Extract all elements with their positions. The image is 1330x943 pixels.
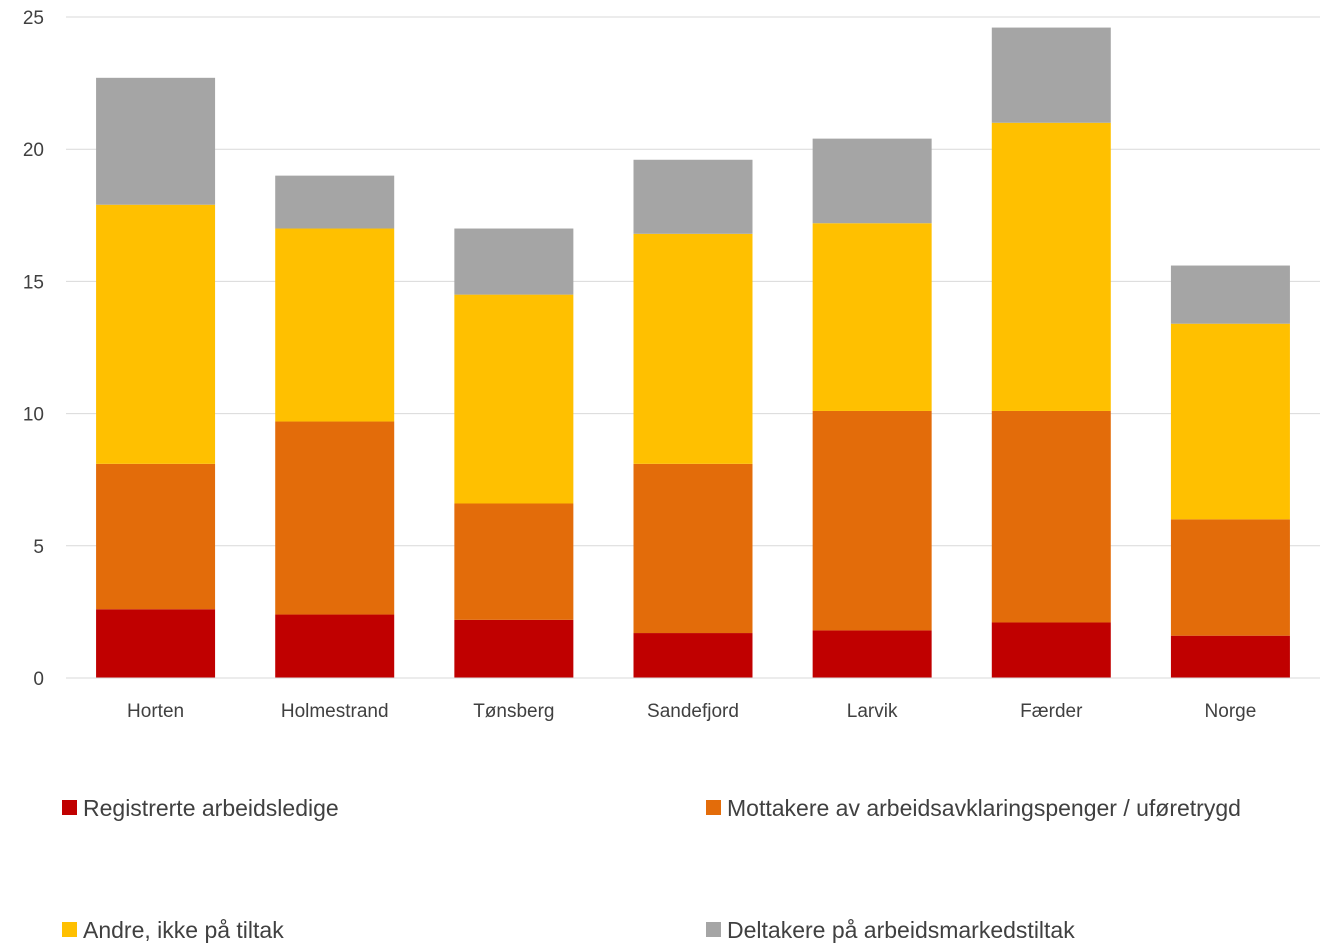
bar-segment <box>812 138 932 224</box>
bar-segment <box>275 175 395 229</box>
bar-segment <box>812 223 932 411</box>
bar-segment <box>991 27 1111 123</box>
legend-item: Mottakere av arbeidsavklaringspenger / u… <box>706 795 1241 821</box>
legend-item: Andre, ikke på tiltak <box>62 917 284 943</box>
x-category-label: Færder <box>1020 701 1083 722</box>
bar-segment <box>275 614 395 678</box>
y-tick-label: 5 <box>33 537 44 558</box>
bar-stack <box>275 175 395 678</box>
bar-stack <box>96 77 216 678</box>
bar-segment <box>96 204 216 464</box>
y-axis-tick-labels: 0 5 10 15 20 25 <box>23 8 44 690</box>
bar-segment <box>96 609 216 678</box>
legend-swatch <box>62 800 77 815</box>
x-category-label: Holmestrand <box>281 701 389 722</box>
legend-label: Deltakere på arbeidsmarkedstiltak <box>727 917 1075 943</box>
bar-segment <box>991 622 1111 678</box>
legend-label: Mottakere av arbeidsavklaringspenger / u… <box>727 795 1241 821</box>
x-category-label: Horten <box>127 701 184 722</box>
legend-label: Registrerte arbeidsledige <box>83 795 339 821</box>
bar-segment <box>812 410 932 631</box>
legend-swatch <box>62 922 77 937</box>
legend-label: Andre, ikke på tiltak <box>83 917 284 943</box>
bar-segment <box>96 463 216 610</box>
bar-segment <box>1170 265 1290 324</box>
bar-segment <box>991 122 1111 411</box>
x-category-label: Sandefjord <box>647 701 739 722</box>
bars <box>96 27 1290 678</box>
bar-segment <box>1170 519 1290 636</box>
legend-item: Registrerte arbeidsledige <box>62 795 339 821</box>
legend-swatch <box>706 800 721 815</box>
bar-segment <box>454 619 574 678</box>
bar-segment <box>454 294 574 504</box>
bar-stack <box>1170 265 1290 678</box>
bar-segment <box>812 630 932 678</box>
bar-segment <box>96 77 216 205</box>
bar-segment <box>275 228 395 422</box>
bar-stack <box>991 27 1111 678</box>
x-category-label: Larvik <box>847 701 898 722</box>
bar-segment <box>454 228 574 295</box>
legend: Registrerte arbeidsledige Mottakere av ar… <box>62 795 1241 943</box>
bar-segment <box>991 410 1111 623</box>
bar-stack <box>812 138 932 678</box>
legend-item: Deltakere på arbeidsmarkedstiltak <box>706 917 1075 943</box>
bar-segment <box>633 633 753 678</box>
bar-segment <box>633 159 753 234</box>
y-tick-label: 0 <box>33 669 44 690</box>
bar-segment <box>633 463 753 634</box>
y-tick-label: 25 <box>23 8 44 29</box>
legend-swatch <box>706 922 721 937</box>
bar-segment <box>1170 635 1290 678</box>
bar-segment <box>275 421 395 615</box>
y-tick-label: 20 <box>23 140 44 161</box>
bar-segment <box>633 233 753 464</box>
x-axis-category-labels: Horten Holmestrand Tønsberg Sandefjord Larvi… <box>127 701 1256 722</box>
bar-stack <box>454 228 574 678</box>
bar-segment <box>1170 323 1290 520</box>
x-category-label: Norge <box>1205 701 1257 722</box>
bar-segment <box>454 503 574 620</box>
y-tick-label: 10 <box>23 405 44 426</box>
x-category-label: Tønsberg <box>473 701 554 722</box>
y-tick-label: 15 <box>23 272 44 293</box>
bar-stack <box>633 159 753 678</box>
